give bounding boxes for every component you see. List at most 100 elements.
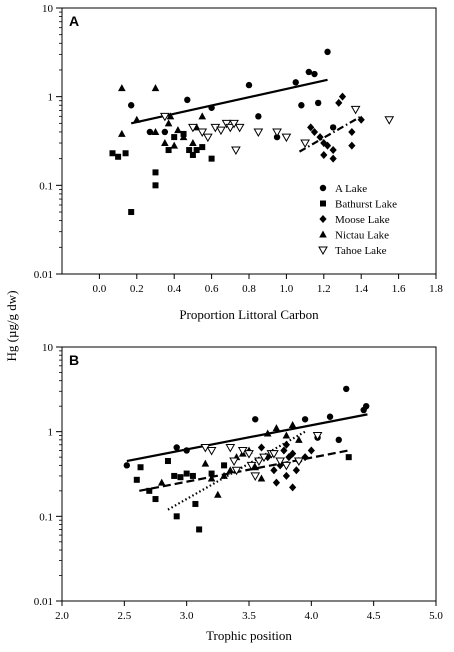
data-point-nictau-lake [151, 84, 160, 92]
data-point-bathurst-lake [152, 182, 159, 189]
data-point-a-lake [335, 436, 342, 444]
x-tick-label: 1.2 [317, 283, 331, 295]
legend: A Lake Bathurst Lake Moose Lake Nictau Lake… [318, 183, 397, 257]
data-point-tahoe-lake [202, 133, 213, 143]
data-point-nictau-lake [295, 435, 303, 443]
x-tick-label: 0.2 [130, 283, 144, 295]
data-point-a-lake [127, 102, 135, 109]
y-tick-label: 10 [42, 342, 54, 354]
data-point-nictau-lake [166, 112, 175, 120]
data-point-moose-lake [338, 92, 347, 101]
data-point-bathurst-lake [171, 134, 178, 141]
legend-label: Moose Lake [335, 214, 390, 226]
data-point-tahoe-lake [269, 450, 279, 459]
x-tick-label: 5.0 [429, 610, 443, 622]
data-point-bathurst-lake [122, 150, 129, 157]
data-point-nictau-lake [220, 471, 228, 479]
x-tick-label: 1.8 [429, 283, 443, 295]
data-point-nictau-lake [257, 474, 266, 482]
data-point-a-lake [245, 81, 253, 89]
data-point-moose-lake [285, 453, 293, 462]
data-point-tahoe-lake [225, 444, 236, 453]
data-point-a-lake [292, 79, 299, 86]
plot-frame-b [61, 346, 437, 602]
data-point-moose-lake [320, 150, 328, 159]
panel-label-a: A [69, 13, 79, 29]
data-point-tahoe-lake [231, 466, 242, 476]
data-point-bathurst-lake [208, 155, 215, 162]
data-point-tahoe-lake [253, 128, 264, 137]
data-point-bathurst-lake [196, 526, 203, 533]
data-point-moose-lake [282, 471, 290, 480]
x-axis-title-a: Proportion Littoral Carbon [179, 307, 319, 322]
data-point-a-lake [311, 70, 318, 78]
data-point-moose-lake [307, 446, 315, 455]
data-point-bathurst-lake [128, 209, 135, 216]
data-point-tahoe-lake [384, 116, 395, 125]
fit-line-moose-lake [298, 115, 362, 153]
x-axis-b: 2.0 2.5 3.0 3.5 4.0 4.5 5.0 [55, 601, 443, 622]
data-point-bathurst-lake [177, 474, 184, 481]
data-point-nictau-lake [214, 490, 222, 498]
data-point-moose-lake [320, 139, 328, 148]
y-tick-label: 1 [48, 92, 54, 104]
data-point-moose-lake [270, 466, 278, 475]
data-point-nictau-lake [189, 139, 197, 147]
data-point-bathurst-lake [146, 487, 153, 494]
x-axis-a: 0.0 0.2 0.4 0.6 0.8 1.0 1.2 1.4 1.6 1.8 [93, 274, 443, 295]
data-point-tahoe-lake [350, 105, 361, 115]
data-point-bathurst-lake [199, 144, 206, 151]
points-b [123, 385, 370, 533]
data-point-moose-lake [357, 115, 365, 124]
data-point-bathurst-lake [152, 169, 159, 176]
legend-label: Nictau Lake [335, 230, 389, 242]
data-point-moose-lake [272, 478, 281, 487]
data-point-nictau-lake [288, 420, 297, 428]
data-point-tahoe-lake [197, 128, 208, 137]
data-point-tahoe-lake [300, 139, 310, 149]
data-point-moose-lake [329, 154, 337, 163]
fit-lines-b [126, 413, 368, 511]
data-point-nictau-lake [118, 84, 126, 92]
data-point-tahoe-lake [244, 450, 254, 459]
y-tick-label: 10 [42, 3, 54, 15]
data-point-tahoe-lake [246, 461, 257, 471]
data-point-moose-lake [289, 449, 297, 458]
data-point-moose-lake [282, 440, 290, 449]
data-point-tahoe-lake [275, 457, 286, 467]
legend-label: A Lake [335, 183, 367, 195]
data-point-bathurst-lake [189, 151, 196, 158]
data-point-tahoe-lake [281, 133, 292, 143]
y-axis-title: Hg (µg/g dw) [4, 290, 19, 361]
data-point-bathurst-lake [115, 153, 122, 160]
data-point-a-lake [329, 124, 337, 131]
data-point-a-lake [298, 102, 305, 109]
legend-marker-a-lake [319, 184, 327, 192]
legend-label: Bathurst Lake [335, 199, 397, 211]
x-tick-label: 4.0 [304, 610, 318, 622]
data-point-a-lake [252, 416, 259, 423]
data-point-a-lake [173, 444, 180, 451]
data-point-a-lake [301, 416, 309, 423]
legend-marker-nictau-lake [319, 230, 327, 238]
data-point-bathurst-lake [193, 147, 200, 154]
data-point-nictau-lake [226, 466, 235, 474]
data-point-tahoe-lake [221, 119, 232, 129]
data-point-moose-lake [301, 453, 309, 462]
data-point-nictau-lake [157, 478, 166, 486]
y-axis-a: 0.01 0.1 1 10 [34, 3, 62, 281]
data-point-nictau-lake [207, 474, 216, 482]
data-point-a-lake [183, 447, 190, 454]
data-point-a-lake [123, 462, 131, 469]
data-point-tahoe-lake [159, 112, 170, 122]
data-point-tahoe-lake [231, 146, 241, 156]
y-tick-label: 0.01 [34, 596, 53, 608]
data-point-nictau-lake [198, 112, 207, 120]
data-point-moose-lake [348, 127, 356, 136]
data-point-a-lake [184, 96, 191, 104]
data-point-tahoe-lake [294, 457, 304, 467]
data-point-moose-lake [323, 141, 332, 150]
data-point-a-lake [305, 68, 313, 76]
data-point-a-lake [314, 99, 322, 107]
